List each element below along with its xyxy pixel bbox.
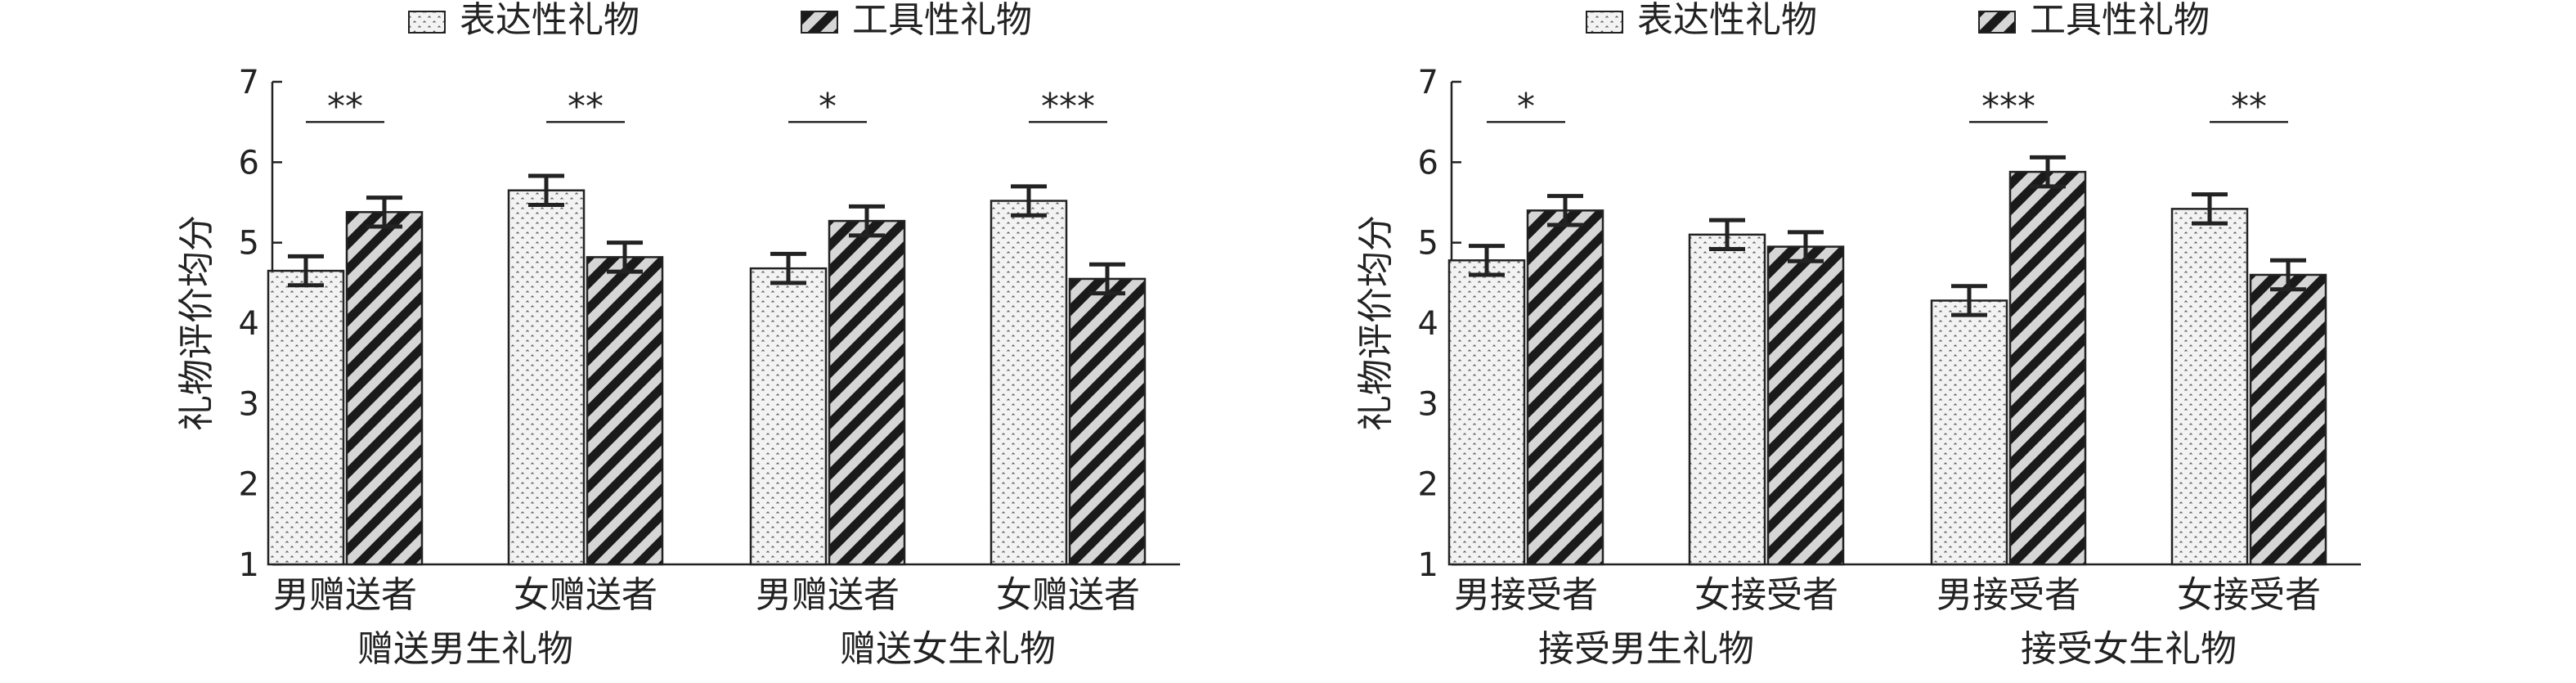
y-tick-label: 5 bbox=[239, 225, 259, 263]
chart-panel-1: 表达性礼物 工具性礼物 1 2 3 4 5 6 7 礼物评价均分 ** 男赠送者 ** 女赠送者 * 男赠送者… bbox=[176, 0, 1180, 670]
y-tick-label: 2 bbox=[239, 466, 259, 504]
bar-instrumental bbox=[828, 219, 906, 566]
bar-expressive bbox=[507, 189, 586, 566]
legend-label-2: 工具性礼物 bbox=[852, 0, 1032, 41]
bar-expressive bbox=[990, 200, 1068, 566]
significance-marker: * bbox=[819, 86, 837, 128]
bar-instrumental bbox=[586, 256, 664, 566]
x-category-label: 男赠送者 bbox=[273, 574, 417, 616]
y-tick-label: 7 bbox=[1418, 64, 1438, 101]
error-bar bbox=[1011, 184, 1047, 218]
y-tick-label: 3 bbox=[1418, 385, 1438, 423]
y-tick-label: 4 bbox=[239, 305, 259, 343]
x-group-label: 接受女生礼物 bbox=[2021, 628, 2237, 670]
x-category-label: 男接受者 bbox=[1454, 574, 1598, 616]
y-tick-label: 7 bbox=[239, 64, 259, 101]
error-bar bbox=[1469, 244, 1505, 277]
bar-expressive bbox=[267, 269, 345, 566]
x-category-label: 女赠送者 bbox=[996, 574, 1140, 616]
legend-label-1: 表达性礼物 bbox=[460, 0, 640, 41]
significance-marker: ** bbox=[2231, 86, 2267, 128]
bar-instrumental bbox=[2249, 273, 2327, 566]
legend: 表达性礼物 工具性礼物 bbox=[1586, 0, 2210, 41]
bar-instrumental bbox=[1526, 209, 1604, 566]
y-tick-label: 5 bbox=[1418, 225, 1438, 263]
y-tick-label: 3 bbox=[239, 385, 259, 423]
legend-label-1: 表达性礼物 bbox=[1637, 0, 1817, 41]
bar-expressive bbox=[749, 267, 828, 566]
legend-swatch-1 bbox=[408, 11, 446, 34]
error-bar bbox=[2270, 258, 2306, 292]
error-bar bbox=[1788, 230, 1824, 263]
error-bar bbox=[1089, 262, 1125, 296]
y-tick-label: 1 bbox=[1418, 546, 1438, 584]
error-bar bbox=[1547, 194, 1583, 227]
error-bar bbox=[849, 204, 885, 238]
significance-marker: *** bbox=[1041, 86, 1095, 128]
y-axis-label: 礼物评价均分 bbox=[176, 215, 218, 431]
x-category-label: 男赠送者 bbox=[756, 574, 900, 616]
y-axis-label: 礼物评价均分 bbox=[1355, 215, 1397, 431]
x-group-label: 赠送男生礼物 bbox=[357, 628, 573, 670]
error-bar bbox=[366, 195, 402, 229]
y-tick-label: 6 bbox=[239, 144, 259, 182]
legend: 表达性礼物 工具性礼物 bbox=[408, 0, 1032, 41]
y-tick-label: 1 bbox=[239, 546, 259, 584]
error-bar bbox=[607, 240, 643, 274]
error-bar bbox=[528, 173, 564, 207]
significance-marker: ** bbox=[568, 86, 604, 128]
significance-marker: * bbox=[1517, 86, 1535, 128]
y-tick-label: 2 bbox=[1418, 466, 1438, 504]
legend-swatch-1 bbox=[1586, 11, 1623, 34]
error-bar bbox=[2192, 192, 2228, 226]
significance-marker: ** bbox=[327, 86, 363, 128]
legend-swatch-2 bbox=[801, 11, 838, 34]
y-tick-label: 6 bbox=[1418, 144, 1438, 182]
x-category-label: 男接受者 bbox=[1936, 574, 2080, 616]
error-bar bbox=[288, 254, 324, 288]
error-bar bbox=[1709, 218, 1745, 252]
x-group-label: 接受男生礼物 bbox=[1538, 628, 1754, 670]
legend-swatch-2 bbox=[1978, 11, 2016, 34]
error-bar bbox=[770, 251, 806, 285]
x-category-label: 女接受者 bbox=[2177, 574, 2321, 616]
bar-instrumental bbox=[1068, 277, 1147, 566]
y-axis: 1 2 3 4 5 6 7 bbox=[239, 64, 282, 584]
y-tick-label: 4 bbox=[1418, 305, 1438, 343]
chart-panel-2: 表达性礼物 工具性礼物 1 2 3 4 5 6 7 礼物评价均分 * 男接受者 女接受者 *** 男接受者 *… bbox=[1355, 0, 2361, 670]
bar-expressive bbox=[1447, 259, 1526, 566]
significance-marker: *** bbox=[1981, 86, 2035, 128]
x-group-label: 赠送女生礼物 bbox=[840, 628, 1056, 670]
bar-instrumental bbox=[1766, 245, 1845, 566]
bar-instrumental bbox=[345, 211, 424, 566]
legend-label-2: 工具性礼物 bbox=[2030, 0, 2210, 41]
bar-expressive bbox=[1688, 233, 1766, 566]
bar-expressive bbox=[1930, 299, 2008, 566]
bar-instrumental bbox=[2008, 170, 2087, 566]
error-bar bbox=[1951, 284, 1987, 317]
bar-expressive bbox=[2170, 208, 2249, 566]
y-axis: 1 2 3 4 5 6 7 bbox=[1418, 64, 1461, 584]
error-bar bbox=[2030, 155, 2066, 189]
x-category-label: 女接受者 bbox=[1694, 574, 1838, 616]
x-category-label: 女赠送者 bbox=[514, 574, 657, 616]
